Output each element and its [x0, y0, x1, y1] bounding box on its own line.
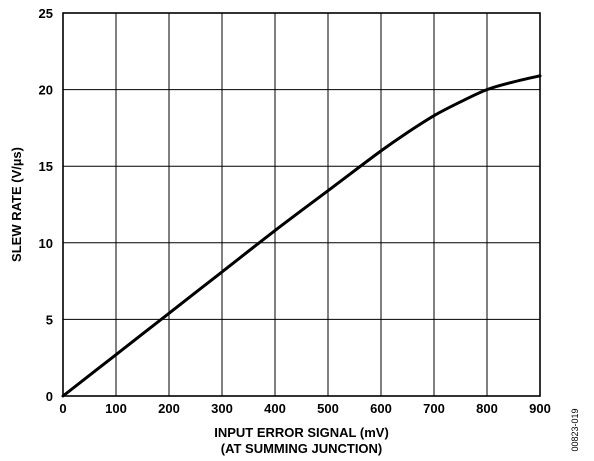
y-tick-label: 25	[39, 6, 53, 21]
x-tick-label: 700	[423, 401, 445, 416]
x-tick-label: 600	[370, 401, 392, 416]
y-tick-label: 0	[46, 389, 53, 404]
y-tick-labels: 0 5 10 15 20 25	[39, 6, 53, 404]
y-tick-label: 10	[39, 236, 53, 251]
x-tick-label: 800	[476, 401, 498, 416]
y-tick-label: 20	[39, 83, 53, 98]
x-tick-label: 900	[529, 401, 551, 416]
x-tick-label: 500	[317, 401, 339, 416]
x-tick-label: 300	[211, 401, 233, 416]
series-line	[61, 74, 542, 398]
x-tick-label: 100	[105, 401, 127, 416]
y-axis-label: SLEW RATE (V/µs)	[9, 147, 24, 262]
y-tick-label: 5	[46, 312, 53, 327]
x-tick-label: 200	[158, 401, 180, 416]
figure-id: 00823-019	[570, 408, 580, 451]
x-tick-label: 400	[264, 401, 286, 416]
plot-frame	[62, 12, 541, 397]
y-tick-label: 15	[39, 159, 53, 174]
x-tick-labels: 0 100 200 300 400 500 600 700 800 900	[59, 401, 550, 416]
gridlines	[63, 13, 540, 396]
x-axis-label-line1: INPUT ERROR SIGNAL (mV)	[214, 425, 389, 440]
x-tick-label: 0	[59, 401, 66, 416]
x-axis-label-line2: (AT SUMMING JUNCTION)	[221, 441, 383, 456]
